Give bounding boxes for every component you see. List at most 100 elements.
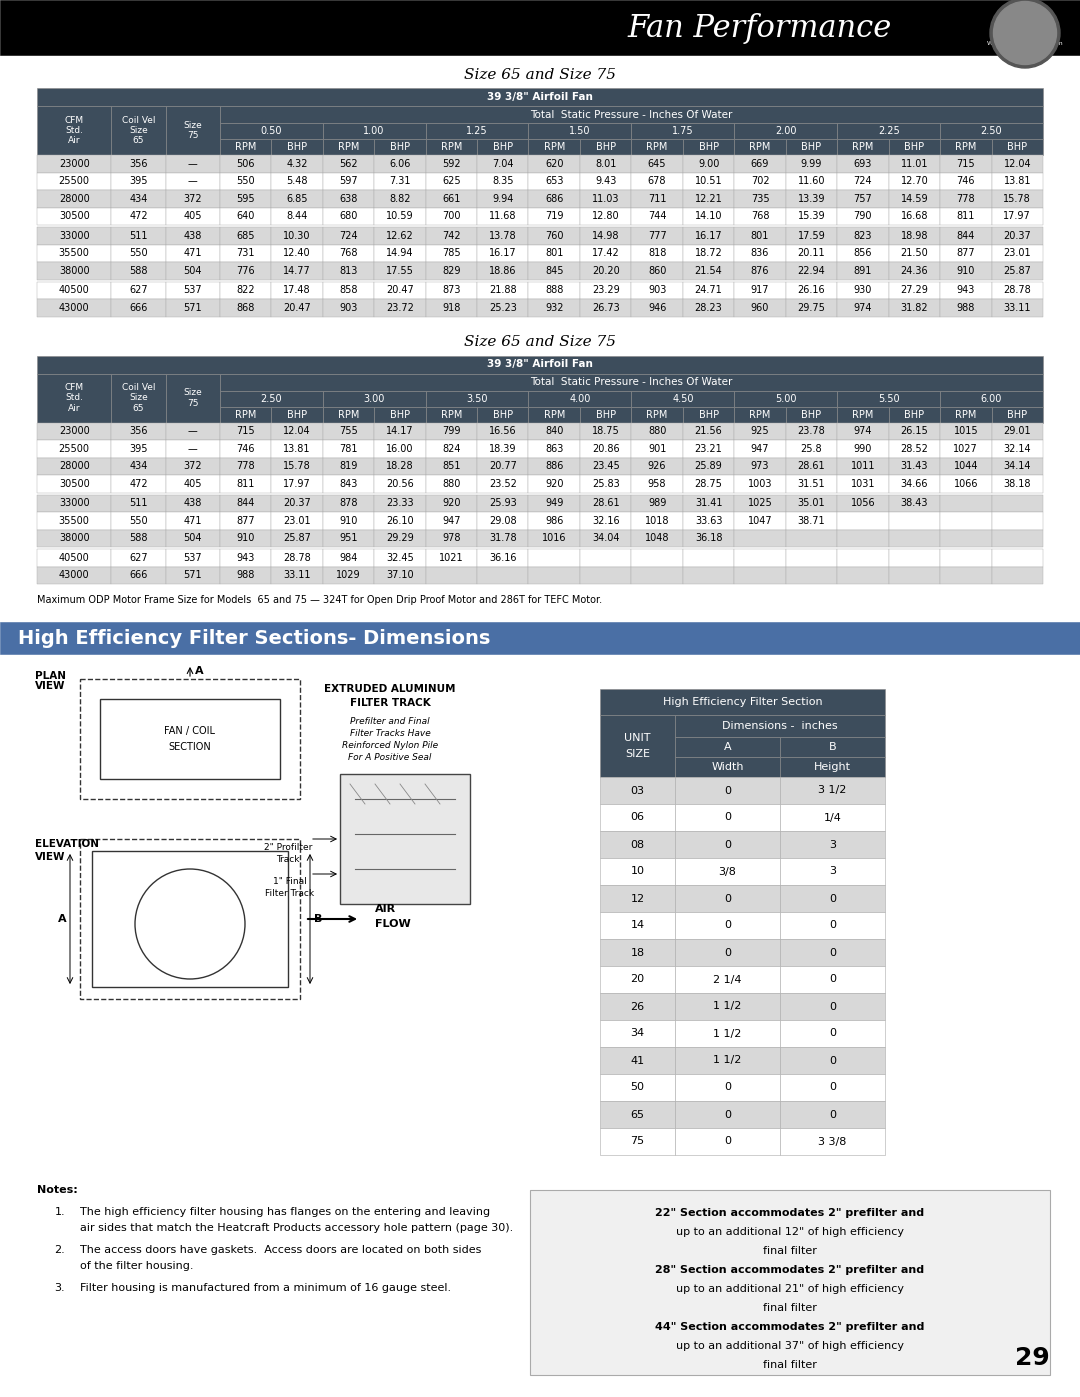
Text: 10.30: 10.30 [283, 231, 311, 240]
Text: 653: 653 [545, 176, 564, 186]
Bar [374, 299, 426, 317]
Text: RPM: RPM [750, 142, 771, 152]
Text: 16.00: 16.00 [387, 444, 414, 454]
Text: 811: 811 [957, 211, 975, 221]
Text: Width: Width [712, 761, 744, 773]
Text: 34.04: 34.04 [592, 534, 620, 543]
Bar [220, 263, 271, 279]
Bar [632, 549, 683, 567]
Bar [323, 208, 374, 225]
Bar [111, 244, 165, 263]
Bar [220, 172, 271, 190]
Bar [271, 407, 323, 422]
Bar [37, 208, 111, 225]
Text: 25.87: 25.87 [283, 534, 311, 543]
Text: BHP: BHP [595, 409, 616, 419]
Text: 26.10: 26.10 [386, 515, 414, 525]
Bar [632, 282, 683, 299]
Text: 28.75: 28.75 [694, 479, 723, 489]
Bar [528, 529, 580, 548]
Text: 562: 562 [339, 159, 357, 169]
Bar [111, 567, 165, 584]
Bar [165, 422, 220, 440]
Bar [271, 549, 323, 567]
Bar [477, 244, 528, 263]
Text: BHP: BHP [801, 142, 822, 152]
Text: 40500: 40500 [58, 553, 90, 563]
Bar [780, 777, 885, 805]
Text: of the filter housing.: of the filter housing. [80, 1261, 193, 1271]
Bar [632, 511, 683, 529]
Text: 12.04: 12.04 [1003, 159, 1031, 169]
Text: 620: 620 [545, 159, 564, 169]
Bar [675, 858, 780, 886]
Bar [37, 299, 111, 317]
Text: 38000: 38000 [59, 534, 90, 543]
Text: 918: 918 [442, 303, 460, 313]
Text: 755: 755 [339, 426, 357, 436]
Text: 28.78: 28.78 [283, 553, 311, 563]
Bar [837, 495, 889, 511]
Text: 926: 926 [648, 461, 666, 471]
Text: RPM: RPM [543, 409, 565, 419]
Text: 989: 989 [648, 499, 666, 509]
Bar [374, 407, 426, 422]
Bar [837, 282, 889, 299]
Text: 1.50: 1.50 [569, 126, 591, 136]
Text: 395: 395 [130, 176, 148, 186]
Text: 20.86: 20.86 [592, 444, 620, 454]
Bar [528, 155, 580, 172]
Bar [837, 244, 889, 263]
Text: 28.78: 28.78 [1003, 285, 1031, 295]
Bar [837, 155, 889, 172]
Text: 829: 829 [442, 265, 460, 275]
Text: Total  Static Pressure - Inches Of Water: Total Static Pressure - Inches Of Water [530, 109, 732, 120]
Bar [165, 529, 220, 548]
Bar [991, 299, 1043, 317]
Text: 973: 973 [751, 461, 769, 471]
Bar [889, 244, 940, 263]
Bar [220, 190, 271, 208]
Bar [426, 475, 477, 493]
Bar [940, 282, 991, 299]
Bar [786, 299, 837, 317]
Text: 3.: 3. [54, 1282, 65, 1294]
Text: 10: 10 [631, 866, 645, 876]
Bar [991, 407, 1043, 422]
Text: 1.25: 1.25 [467, 126, 488, 136]
Text: final filter: final filter [764, 1246, 816, 1256]
Text: 511: 511 [130, 499, 148, 509]
Bar [632, 567, 683, 584]
Text: 1003: 1003 [747, 479, 772, 489]
Bar [683, 155, 734, 172]
Text: 17.97: 17.97 [283, 479, 311, 489]
Text: 13.81: 13.81 [1003, 176, 1031, 186]
Bar [477, 208, 528, 225]
Text: 951: 951 [339, 534, 357, 543]
Bar [580, 244, 632, 263]
Bar [477, 457, 528, 475]
Text: High Efficiency Filter Sections- Dimensions: High Efficiency Filter Sections- Dimensi… [18, 629, 490, 647]
Bar [837, 123, 940, 138]
Text: 1048: 1048 [645, 534, 670, 543]
Bar [632, 299, 683, 317]
Bar [528, 475, 580, 493]
Text: 742: 742 [442, 231, 461, 240]
Bar [271, 263, 323, 279]
Bar [37, 88, 1043, 106]
Text: 571: 571 [184, 570, 202, 580]
Bar [940, 422, 991, 440]
Text: 17.42: 17.42 [592, 249, 620, 258]
Bar [528, 226, 580, 244]
Bar [477, 407, 528, 422]
Text: 840: 840 [545, 426, 564, 436]
Text: 0: 0 [829, 894, 836, 904]
Bar [940, 391, 1043, 407]
Text: 0: 0 [724, 1109, 731, 1119]
Text: 25500: 25500 [58, 444, 90, 454]
Bar [683, 299, 734, 317]
Text: The high efficiency filter housing has flanges on the entering and leaving: The high efficiency filter housing has f… [80, 1207, 490, 1217]
Text: 06: 06 [631, 813, 645, 823]
Text: 595: 595 [237, 194, 255, 204]
Bar [683, 440, 734, 457]
